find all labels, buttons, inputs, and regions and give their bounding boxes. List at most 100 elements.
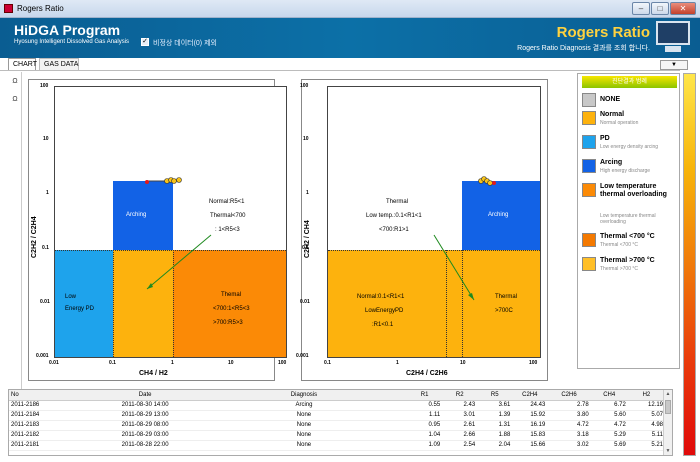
diagnosis-table: No Date Diagnosis R1 R2 R5 C2H4 C2H6 CH4… <box>8 389 673 456</box>
diagnosis-legend: 진단결과 범례 NONE Normal Normal operation PD … <box>577 73 680 369</box>
legend-item-pd: PD Low energy density arcing <box>582 135 680 155</box>
table-cell: 2.54 <box>442 440 478 451</box>
column-header[interactable]: Diagnosis <box>200 390 408 401</box>
thermal-high-label-1: Thermal <box>495 294 518 300</box>
normal-region <box>113 250 173 357</box>
column-header[interactable]: R5 <box>477 390 513 401</box>
column-header[interactable]: CH4 <box>590 390 628 401</box>
left-ytick: 0.001 <box>36 353 49 359</box>
maximize-button[interactable]: □ <box>651 2 669 15</box>
exclude-abnormal-checkbox[interactable]: ✓ <box>141 38 149 46</box>
table-cell: 3.01 <box>442 410 478 421</box>
normal-label-1: Normal:0.1<R1<1 <box>357 294 405 300</box>
normal-label-2: Thermal<700 <box>210 213 246 219</box>
tab-gas-data[interactable]: GAS DATA <box>39 58 79 70</box>
trend-arrowhead <box>468 293 474 300</box>
table-row[interactable]: 2011-2182 2011-08-29 03:00 None 1.04 2.66 1.8… <box>9 430 665 441</box>
column-header[interactable]: Date <box>89 390 201 401</box>
normal-label-1: Normal:R5<1 <box>209 199 245 205</box>
monitor-icon <box>656 21 690 45</box>
column-header[interactable]: R1 <box>407 390 443 401</box>
table-row[interactable]: 2011-2186 2011-08-30 14:00 Arcing 0.55 2.43 3… <box>9 400 665 411</box>
table-scrollbar[interactable]: ▲ ▼ <box>663 390 672 455</box>
scroll-thumb[interactable] <box>665 400 671 414</box>
table-row[interactable]: 2011-2184 2011-08-29 13:00 None 1.11 3.01 1.3… <box>9 410 665 421</box>
table-cell: 1.88 <box>477 430 513 441</box>
legend-title: NONE <box>600 96 621 103</box>
table-cell: 4.98 <box>627 420 665 431</box>
table-cell: 16.19 <box>512 420 548 431</box>
table-cell: 4.72 <box>547 420 591 431</box>
legend-item-thermal-high: Thermal >700 °C Thermal >700 °C <box>582 257 680 277</box>
table-row[interactable]: 2011-2181 2011-08-28 22:00 None 1.09 2.54 2.0… <box>9 440 665 451</box>
monitor-stand-icon <box>665 46 681 52</box>
table-cell: 5.69 <box>590 440 628 451</box>
normal-label-3: : 1<R5<3 <box>215 227 240 233</box>
table-cell: 15.83 <box>512 430 548 441</box>
table-row[interactable]: 2011-2183 2011-08-29 08:00 None 0.95 2.61 1.3… <box>9 420 665 431</box>
right-ytick: 100 <box>300 83 309 89</box>
column-header[interactable]: C2H6 <box>547 390 591 401</box>
app-banner: HiDGA Program Hyosung Intelligent Dissol… <box>0 18 700 58</box>
legend-swatch <box>582 257 596 271</box>
thermal-label-3: >700:R5>3 <box>213 320 243 326</box>
minimize-button[interactable]: – <box>632 2 650 15</box>
data-point[interactable] <box>171 178 177 184</box>
data-point[interactable] <box>176 177 182 183</box>
table-cell: 2011-08-29 03:00 <box>89 430 201 441</box>
arcing-label: Arching <box>488 212 509 218</box>
left-xtick: 100 <box>278 360 287 366</box>
left-chart-xlabel: CH4 / H2 <box>139 370 168 377</box>
tab-chart[interactable]: CHART <box>8 58 37 70</box>
scroll-down-icon[interactable]: ▼ <box>665 448 671 454</box>
scroll-up-icon[interactable]: ▲ <box>665 391 671 397</box>
column-header[interactable]: No <box>9 390 90 401</box>
side-button-2[interactable]: Ω <box>12 96 18 103</box>
side-button-1[interactable]: Ω <box>12 78 18 85</box>
table-cell: 3.80 <box>547 410 591 421</box>
table-cell: 0.95 <box>407 420 443 431</box>
legend-swatch <box>582 159 596 173</box>
legend-swatch <box>582 93 596 107</box>
right-chart-xlabel: C2H4 / C2H6 <box>406 370 448 377</box>
table-cell: 2011-2182 <box>9 430 90 441</box>
data-point-current[interactable] <box>492 181 496 185</box>
legend-subtitle: High energy discharge <box>600 168 651 174</box>
trend-arrowhead <box>147 283 153 289</box>
left-ytick: 0.1 <box>42 245 49 251</box>
normal-region <box>328 250 540 357</box>
right-xtick: 100 <box>529 360 538 366</box>
grid-line <box>173 250 174 357</box>
table-cell: 3.18 <box>547 430 591 441</box>
app-subtitle: Hyosung Intelligent Dissolved Gas Analys… <box>14 39 130 45</box>
left-chart-ylabel: C2H2 / C2H4 <box>31 216 38 258</box>
table-cell: None <box>200 440 408 451</box>
table-cell: 2.78 <box>547 400 591 411</box>
column-header[interactable]: H2 <box>627 390 665 401</box>
legend-subtitle: Low temperature thermal overloading <box>600 213 656 225</box>
legend-swatch <box>582 111 596 125</box>
right-chart-overlay <box>433 176 496 301</box>
table-cell: 2.61 <box>442 420 478 431</box>
close-button[interactable]: ✕ <box>670 2 696 15</box>
table-cell: 15.66 <box>512 440 548 451</box>
column-header[interactable]: C2H4 <box>512 390 548 401</box>
left-ytick: 0.01 <box>40 299 50 305</box>
legend-subtitle: Thermal <700 °C <box>600 242 638 248</box>
view-dropdown[interactable]: ▼ <box>660 60 688 70</box>
thermal-high-label-2: >700C <box>495 308 513 314</box>
data-point[interactable] <box>487 180 493 186</box>
window-title: Rogers Ratio <box>17 4 64 13</box>
grid-line <box>446 250 447 357</box>
thermal-label-1: Themal <box>221 292 242 298</box>
legend-title: Normal <box>600 111 625 118</box>
table-cell: 24.43 <box>512 400 548 411</box>
table-cell: 2.04 <box>477 440 513 451</box>
legend-item-arcing: Arcing High energy discharge <box>582 159 680 179</box>
table-cell: None <box>200 430 408 441</box>
table-header-row: No Date Diagnosis R1 R2 R5 C2H4 C2H6 CH4… <box>9 390 665 401</box>
data-point-current[interactable] <box>145 180 149 184</box>
column-header[interactable]: R2 <box>442 390 478 401</box>
table-cell: 4.72 <box>590 420 628 431</box>
arcing-region <box>113 181 173 250</box>
